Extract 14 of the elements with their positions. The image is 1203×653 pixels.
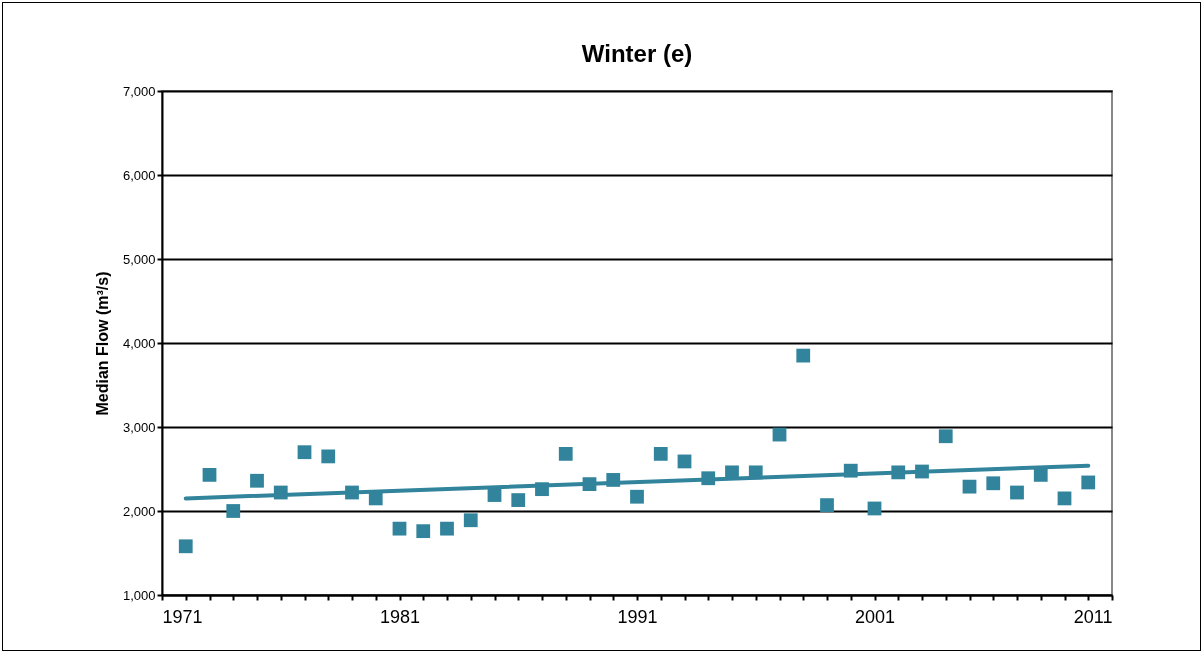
- y-axis-title: Median Flow (m³/s): [93, 271, 111, 416]
- chart-title: Winter (e): [581, 40, 693, 67]
- y-tick-label: 3,000: [122, 419, 156, 435]
- x-tick-label: 2001: [854, 606, 896, 627]
- y-tick-label: 4,000: [122, 335, 156, 351]
- x-tick-label: 1971: [162, 606, 203, 627]
- y-tick-label: 2,000: [122, 503, 156, 519]
- y-tick-label: 1,000: [122, 587, 156, 603]
- y-tick-label: 5,000: [122, 251, 156, 267]
- y-tick-label: 6,000: [122, 167, 156, 183]
- x-tick-label: 1991: [617, 606, 658, 627]
- x-tick-label: 2011: [1073, 606, 1113, 627]
- x-tick-label: 1981: [379, 606, 421, 627]
- y-tick-label: 7,000: [122, 83, 156, 99]
